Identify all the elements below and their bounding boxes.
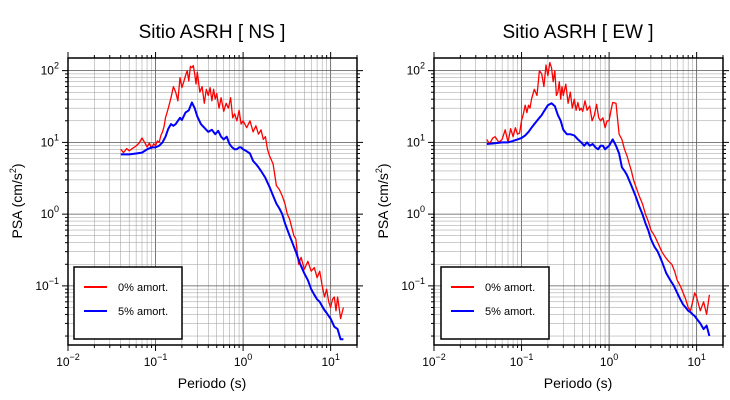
x-axis-label: Periodo (s) — [544, 375, 612, 391]
x-tick-label: 10−1 — [144, 352, 168, 369]
axis-ticks — [62, 52, 363, 351]
y-tick-labels: 10−1 100 101 102 — [401, 61, 425, 293]
series-line-undamped — [486, 61, 711, 316]
y-tick-label: 102 — [407, 61, 425, 78]
y-tick-label: 10−1 — [35, 276, 59, 293]
chart-title: Sitio ASRH [ NS ] — [139, 22, 286, 43]
series-line-damped — [120, 101, 344, 341]
legend-label-1: 5% amort. — [485, 306, 535, 318]
series-line-undamped — [120, 64, 345, 320]
x-tick-label: 10−2 — [56, 352, 80, 369]
y-axis-label: PSA (cm/s2) — [374, 163, 391, 238]
chart-panel-ns: Sitio ASRH [ NS ] 10−2 10−1 100 101 10−1… — [8, 22, 363, 391]
x-tick-label: 10−1 — [510, 352, 534, 369]
x-tick-label: 10−2 — [422, 352, 446, 369]
legend: 0% amort. 5% amort. — [440, 266, 550, 340]
y-tick-label: 101 — [407, 132, 425, 149]
y-tick-labels: 10−1 100 101 102 — [35, 61, 59, 293]
y-tick-label: 102 — [41, 61, 59, 78]
chart-panel-ew: Sitio ASRH [ EW ] 10−2 10−1 100 101 10−1… — [374, 22, 729, 391]
x-tick-label: 101 — [321, 352, 339, 369]
x-tick-label: 100 — [600, 352, 618, 369]
plot-frame — [67, 57, 358, 346]
axis-ticks — [428, 52, 729, 351]
series-line-damped — [486, 102, 711, 337]
grid-lines — [433, 58, 724, 345]
legend-label-1: 5% amort. — [118, 306, 168, 318]
y-tick-label: 100 — [407, 204, 425, 221]
y-tick-label: 10−1 — [401, 276, 425, 293]
x-tick-label: 101 — [687, 352, 705, 369]
x-axis-label: Periodo (s) — [178, 375, 246, 391]
x-tick-labels: 10−2 10−1 100 101 — [422, 352, 706, 369]
legend-label-0: 0% amort. — [118, 282, 168, 294]
legend: 0% amort. 5% amort. — [73, 266, 183, 340]
series-group — [486, 61, 711, 337]
series-group — [120, 64, 345, 341]
x-tick-label: 100 — [234, 352, 252, 369]
legend-label-0: 0% amort. — [485, 282, 535, 294]
chart-title: Sitio ASRH [ EW ] — [503, 22, 654, 43]
y-axis-label: PSA (cm/s2) — [8, 163, 25, 238]
plot-frame — [433, 57, 724, 346]
y-tick-label: 100 — [41, 204, 59, 221]
x-tick-labels: 10−2 10−1 100 101 — [56, 352, 340, 369]
y-tick-label: 101 — [41, 132, 59, 149]
legend-box — [73, 266, 183, 340]
legend-box — [440, 266, 550, 340]
